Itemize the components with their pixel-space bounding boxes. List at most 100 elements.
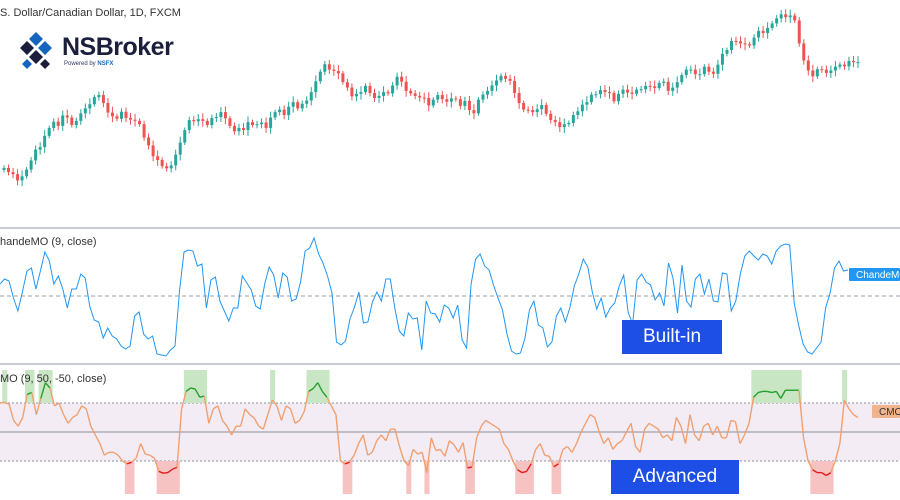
overbought-zone (842, 370, 848, 403)
advanced-cmo-segment (376, 434, 382, 442)
candle-body (377, 95, 381, 98)
advanced-cmo-segment (267, 399, 274, 415)
advanced-cmo-segment (380, 434, 387, 442)
oversold-zone (828, 461, 834, 494)
candle-body (684, 69, 688, 76)
advanced-cmo-segment (348, 454, 355, 463)
advanced-cmo-segment (72, 414, 78, 419)
candle-body (630, 92, 634, 94)
advanced-cmo-segment (680, 426, 687, 444)
overbought-zone (310, 370, 317, 403)
advanced-cmo-segment (707, 423, 714, 436)
candle-body (368, 85, 372, 93)
candle-body (612, 92, 616, 102)
advanced-cmo-segment (407, 449, 414, 466)
candle-body (296, 102, 300, 109)
candle-body (133, 119, 137, 121)
advanced-cmo-segment (544, 454, 550, 458)
advanced-cmo-segment (104, 451, 110, 456)
oversold-zone (170, 461, 176, 494)
overbought-zone (320, 370, 326, 403)
candle-body (47, 127, 51, 136)
advanced-cmo-segment (185, 387, 192, 392)
candle-body (558, 122, 562, 128)
candle-body (409, 90, 413, 94)
candle-body (210, 117, 214, 126)
candle-body (382, 92, 386, 96)
candle-body (332, 69, 336, 71)
advanced-cmo-segment (780, 389, 786, 399)
advanced-cmo-segment (13, 419, 19, 427)
advanced-cmo-segment (802, 437, 809, 462)
advanced-cmo-segment (498, 428, 505, 444)
advanced-cmo-segment (340, 460, 346, 465)
candle-body (43, 135, 47, 148)
advanced-scale-tag: CMO (872, 405, 900, 418)
advanced-cmo-segment (639, 428, 646, 453)
candle-body (797, 20, 801, 44)
candle-body (156, 156, 160, 161)
advanced-cmo-segment (8, 403, 15, 421)
overbought-zone (306, 370, 312, 403)
advanced-cmo-segment (557, 449, 564, 465)
candle-body (56, 121, 60, 126)
advanced-cmo-segment (825, 472, 832, 477)
candle-body (788, 15, 792, 18)
candle-body (770, 23, 774, 28)
candle-body (38, 147, 42, 150)
advanced-cmo-segment (653, 425, 659, 430)
logo-subtitle: Powered by NSFX (64, 60, 114, 67)
oversold-zone (406, 461, 412, 494)
advanced-cmo-segment (843, 399, 850, 410)
candle-body (662, 81, 666, 83)
candle-body (495, 80, 499, 86)
advanced-cmo-segment (480, 419, 487, 427)
advanced-cmo-segment (194, 388, 201, 398)
overbought-zone (315, 370, 321, 403)
advanced-cmo-segment (22, 394, 28, 418)
advanced-cmo-segment (589, 414, 596, 419)
advanced-cmo-segment (0, 401, 5, 404)
advanced-cmo-segment (172, 466, 178, 470)
advanced-cmo-segment (812, 469, 818, 474)
candle-body (327, 64, 331, 70)
advanced-cmo-segment (303, 391, 310, 412)
candle-body (838, 64, 842, 67)
candle-body (720, 53, 724, 65)
candle-body (305, 100, 309, 104)
advanced-cmo-segment (81, 405, 87, 410)
advanced-cmo-segment (117, 454, 124, 462)
overbought-zone (324, 370, 330, 403)
oversold-zone (174, 461, 180, 494)
advanced-cmo-segment (344, 461, 350, 465)
overbought-zone (774, 370, 780, 403)
diamond-logo-icon (20, 32, 52, 69)
candle-body (594, 94, 598, 96)
candle-body (607, 92, 611, 94)
candle-body (65, 115, 69, 118)
candle-body (752, 37, 756, 46)
advanced-cmo-segment (703, 422, 709, 427)
candle-body (851, 60, 855, 63)
candle-body (278, 109, 282, 113)
candle-body (829, 70, 833, 73)
candle-body (707, 66, 711, 72)
candle-body (580, 104, 584, 112)
advanced-cmo-segment (821, 472, 827, 477)
advanced-scale-tag-label: CMO (879, 407, 900, 418)
advanced-cmo-segment (417, 451, 423, 455)
candle-body (7, 167, 11, 173)
candle-body (815, 69, 819, 77)
advanced-cmo-segment (163, 471, 169, 474)
advanced-cmo-segment (258, 425, 264, 430)
candle-body (748, 44, 752, 46)
candle-body (83, 108, 87, 114)
oversold-zone (156, 461, 162, 494)
candle-body (165, 166, 169, 169)
candle-body (25, 169, 29, 177)
candle-body (291, 102, 295, 107)
advanced-cmo-segment (371, 440, 378, 453)
candle-body (395, 76, 399, 86)
advanced-cmo-segment (439, 449, 446, 457)
